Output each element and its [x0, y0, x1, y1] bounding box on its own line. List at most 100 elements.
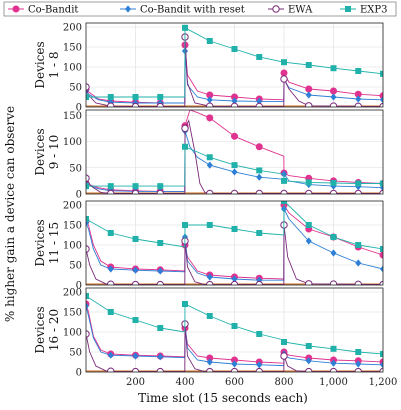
panel-row-label: Devices16 - 20 — [33, 306, 61, 353]
data-point — [329, 87, 337, 95]
data-point — [380, 246, 383, 252]
data-point — [132, 236, 139, 242]
data-point — [230, 189, 239, 194]
data-point — [281, 339, 287, 345]
data-point — [255, 280, 263, 285]
data-point — [355, 360, 362, 368]
data-point — [156, 280, 164, 285]
series-exp3 — [86, 293, 383, 357]
y-tick-label: 0 — [76, 281, 82, 292]
series-line — [86, 130, 383, 192]
legend-item-exp3: EXP3 — [340, 5, 388, 16]
data-point — [305, 189, 313, 194]
data-point — [206, 273, 213, 281]
y-tick-label: 200 — [63, 201, 82, 212]
data-point — [206, 222, 213, 228]
data-point — [380, 70, 383, 77]
legend-item-co-bandit: Co-Bandit — [8, 5, 78, 16]
data-point — [230, 102, 239, 107]
data-point — [380, 96, 383, 104]
y-tick-label: 100 — [63, 137, 82, 148]
data-point — [256, 230, 263, 236]
data-point — [280, 352, 288, 360]
data-point — [330, 345, 337, 352]
legend-label: Co-Bandit with reset — [140, 5, 245, 16]
data-point — [256, 173, 263, 181]
legend-marker — [272, 5, 280, 13]
data-point — [86, 94, 89, 100]
data-point — [330, 234, 337, 240]
data-point — [280, 69, 288, 77]
series-exp3 — [86, 24, 383, 100]
data-point — [354, 280, 362, 285]
data-point — [231, 226, 238, 232]
data-point — [330, 179, 337, 186]
data-point — [354, 367, 362, 372]
data-point — [380, 180, 383, 187]
y-axis-label: % higher gain a device can observe — [3, 106, 17, 322]
data-point — [132, 266, 139, 274]
data-point — [330, 93, 337, 101]
data-point — [355, 95, 362, 103]
data-point — [206, 367, 214, 372]
panel-row-label: Devices11 - 15 — [33, 219, 61, 266]
legend-label: EWA — [288, 5, 313, 16]
series-line — [86, 36, 383, 107]
row-label-line: Devices — [33, 41, 47, 88]
data-point — [354, 189, 362, 194]
data-point — [182, 222, 188, 228]
row-label-line: Devices — [33, 306, 47, 353]
data-point — [156, 367, 164, 372]
data-point — [231, 360, 238, 368]
row-label-line: Devices — [33, 128, 47, 175]
data-point — [305, 91, 312, 99]
data-point — [107, 367, 115, 372]
data-point — [354, 102, 362, 107]
data-point — [281, 177, 287, 184]
data-point — [255, 143, 263, 151]
y-tick-label: 0 — [76, 190, 82, 201]
data-point — [206, 96, 213, 104]
data-point — [329, 367, 338, 372]
data-point — [157, 183, 164, 190]
data-point — [280, 75, 288, 83]
data-point — [281, 59, 287, 66]
data-point — [255, 367, 263, 372]
data-point — [131, 280, 140, 285]
legend-marker — [12, 5, 20, 13]
data-point — [256, 54, 263, 60]
data-point — [86, 183, 89, 190]
y-tick-label: 100 — [63, 241, 82, 252]
row-label-line: 16 - 20 — [47, 309, 61, 351]
series-ewa — [86, 221, 383, 285]
data-point — [355, 68, 362, 74]
data-point — [157, 325, 164, 331]
x-tick-label: 1,200 — [369, 377, 398, 388]
data-point — [157, 94, 164, 100]
data-point — [206, 102, 214, 107]
row-label-line: 9 - 10 — [47, 135, 61, 170]
series-exp3 — [86, 201, 383, 252]
x-axis-label: Time slot (15 seconds each) — [138, 391, 308, 405]
data-point — [231, 46, 238, 52]
legend-box — [3, 1, 397, 17]
series-line — [86, 203, 383, 280]
data-point — [107, 102, 115, 107]
row-label-line: 1 - 8 — [47, 52, 61, 79]
series-line — [86, 305, 383, 367]
data-point — [305, 179, 312, 186]
data-point — [255, 102, 263, 107]
data-point — [206, 189, 214, 194]
data-point — [182, 143, 188, 150]
panel-row-label: Devices1 - 8 — [33, 41, 61, 88]
data-point — [330, 65, 337, 72]
data-point — [86, 293, 89, 299]
legend-label: Co-Bandit — [28, 5, 78, 16]
data-point — [230, 280, 239, 285]
panel-frame — [85, 200, 384, 286]
legend-item-ewa: EWA — [268, 5, 313, 16]
data-point — [305, 343, 312, 349]
